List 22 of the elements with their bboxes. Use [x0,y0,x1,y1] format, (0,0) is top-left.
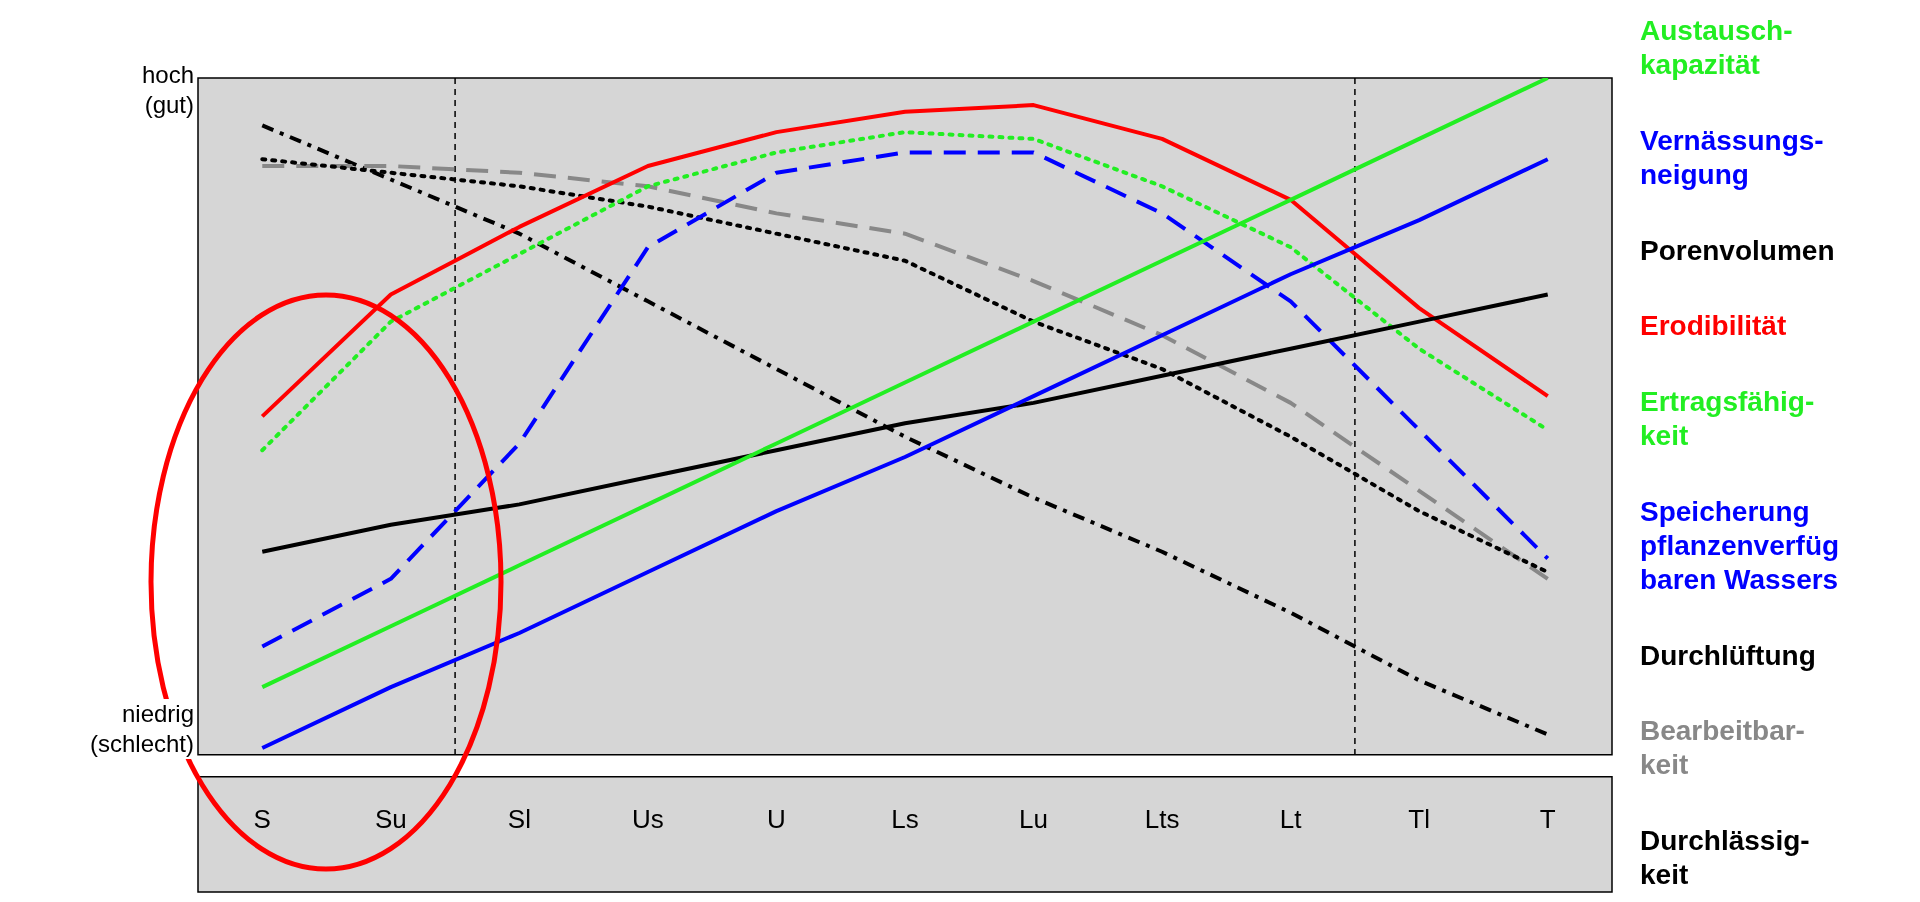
text: hoch (gut) [141,60,194,120]
text: Bearbeitbar- keit [1640,715,1805,781]
x-tick-label: Sl [507,803,531,834]
text: Porenvolumen [1640,234,1835,266]
text: niedrig (schlecht) [89,698,194,759]
text: Durchlüftung [1640,639,1816,671]
x-tick-label: Su [374,803,407,834]
text: Vernässungs- neigung [1640,124,1824,190]
x-tick-label: U [767,803,786,834]
text: Durchlässig- keit [1640,825,1810,890]
text: Austausch- kapazität [1640,15,1793,80]
x-tick-label: Lu [1019,803,1049,834]
x-tick-label: Lts [1144,803,1180,834]
x-tick-label: S [253,803,271,834]
text: Erodibilität [1640,310,1787,342]
x-tick-label: Lt [1279,803,1303,834]
x-tick-label: T [1539,803,1556,834]
x-tick-label: Us [632,803,664,834]
x-tick-label: Tl [1408,803,1431,834]
text: Ertragsfähig- keit [1640,386,1815,451]
x-tick-label: Ls [891,803,919,834]
text: Speicherung pflanzenverfüg baren Wassers [1640,495,1840,595]
